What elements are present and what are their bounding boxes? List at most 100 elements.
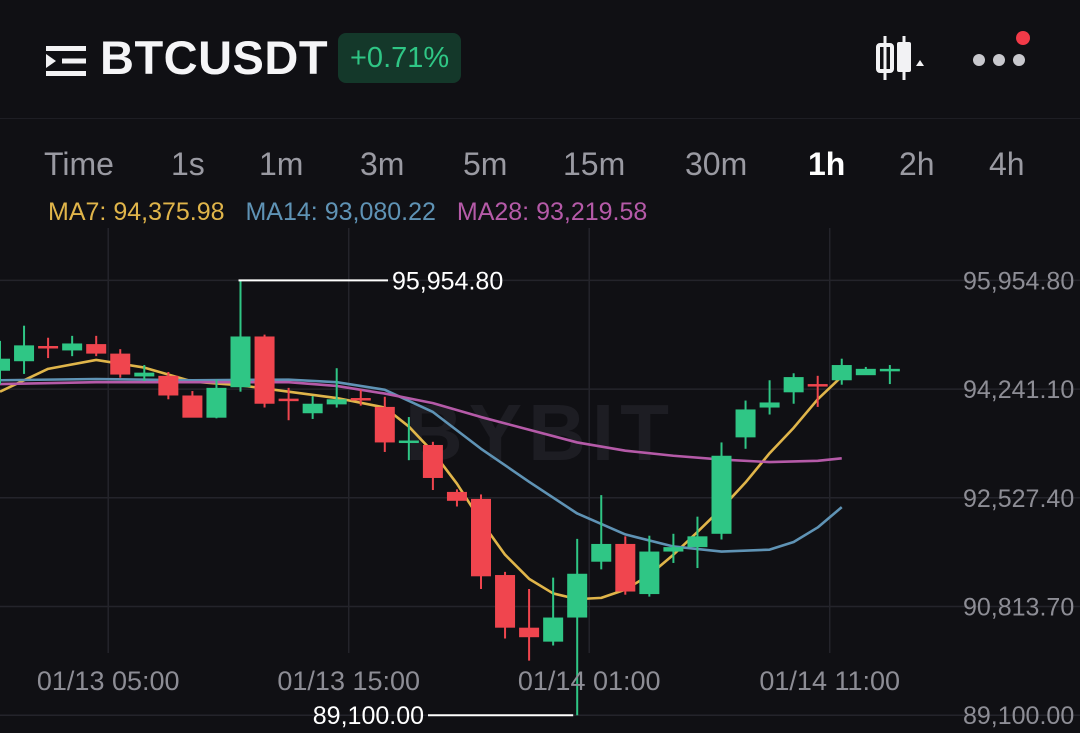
candle-body [519,627,540,638]
x-tick-label: 01/14 11:00 [759,666,900,696]
candle[interactable] [422,441,443,491]
extreme-markers: 95,954.80 89,100.00 [238,267,574,730]
candle[interactable] [302,396,323,419]
candle[interactable] [62,335,83,357]
tab-time[interactable]: Time [44,146,114,182]
candle[interactable] [326,368,347,408]
more-dots-icon[interactable] [968,30,1032,82]
candle[interactable] [471,494,491,589]
candle[interactable] [687,516,708,569]
candle[interactable] [182,391,203,418]
candle[interactable] [855,366,876,376]
ma14-legend: MA14: 93,080.22 [245,198,436,226]
candle[interactable] [759,380,780,415]
tab-15m[interactable]: 15m [563,146,626,182]
candle-body [350,398,371,401]
candle-body [110,353,131,375]
candle[interactable] [615,536,636,595]
top-bar: BTCUSDT +0.71% [0,0,1080,119]
candle-body [639,551,660,595]
candle[interactable] [663,533,684,563]
candle[interactable] [519,588,540,661]
y-tick-label: 94,241.10 [963,376,1074,404]
candle[interactable] [591,495,612,570]
tab-1m[interactable]: 1m [259,146,304,182]
tab-30m[interactable]: 30m [685,146,748,182]
candle-body [326,399,347,405]
candles [0,280,900,716]
candle[interactable] [807,375,828,407]
candle[interactable] [446,489,467,507]
candle-body [302,403,323,414]
symbol-title[interactable]: BTCUSDT [100,31,329,84]
candle-body [543,617,564,642]
ma-legend: MA7: 94,375.98 MA14: 93,080.22 MA28: 93,… [48,198,661,227]
tab-3m[interactable]: 3m [360,146,405,182]
tab-4h[interactable]: 4h [989,146,1025,182]
candle[interactable] [38,337,59,359]
candle-body [278,398,299,402]
candle-body [14,345,35,362]
candle[interactable] [134,365,155,381]
candle-body [807,384,828,387]
candle-body [230,336,251,388]
candle-body [855,368,876,376]
candle-body [254,336,275,404]
candle[interactable] [206,379,227,419]
ma28-legend: MA28: 93,219.58 [456,198,648,226]
list-menu-icon[interactable] [46,44,88,78]
high-marker-label: 95,954.80 [392,267,503,295]
candle[interactable] [879,365,900,385]
candle-body [831,365,852,381]
candle[interactable] [158,372,179,400]
candle-body [0,358,10,371]
candle-body [615,543,636,592]
x-tick-label: 01/13 05:00 [37,666,180,696]
grid-lines [0,228,1080,716]
candle[interactable] [783,373,804,404]
candle-body [206,387,227,418]
y-tick-label: 89,100.00 [963,702,1074,730]
candle[interactable] [398,417,419,461]
candle[interactable] [567,538,588,716]
candle-body [759,402,780,408]
candle[interactable] [0,340,10,385]
tab-1s[interactable]: 1s [171,146,205,182]
price-change-badge: +0.71% [338,33,462,83]
candle[interactable] [86,335,107,357]
tab-2h[interactable]: 2h [899,146,935,182]
price-axis: 95,954.80 94,241.10 92,527.40 90,813.70 89,1… [963,267,1074,730]
candle[interactable] [639,535,660,597]
candle-body [663,547,684,552]
candle-body [471,498,491,577]
candle[interactable] [278,387,299,421]
notification-dot [1016,31,1030,45]
candle-body [374,406,395,443]
candle-body [158,375,179,396]
candle[interactable] [374,396,395,452]
candle[interactable] [495,571,516,639]
candle[interactable] [110,349,131,378]
candle[interactable] [230,280,251,392]
candle[interactable] [350,389,371,406]
candle[interactable] [14,325,35,374]
candle-body [86,344,107,354]
candlestick-icon[interactable] [874,34,932,82]
candle[interactable] [711,442,732,540]
candle-body [879,368,900,372]
candle[interactable] [831,358,852,385]
tab-1h[interactable]: 1h [808,146,846,182]
candle-body [398,440,419,444]
candle-body [62,343,83,351]
x-tick-label: 01/14 01:00 [518,666,661,696]
candle-body [711,455,732,534]
y-tick-label: 90,813.70 [963,594,1074,622]
candle-body [567,573,588,618]
candle-body [735,409,756,438]
tab-5m[interactable]: 5m [463,146,508,182]
x-tick-label: 01/13 15:00 [277,666,420,696]
candle[interactable] [254,334,275,408]
candle[interactable] [735,400,756,449]
candle[interactable] [543,577,564,646]
